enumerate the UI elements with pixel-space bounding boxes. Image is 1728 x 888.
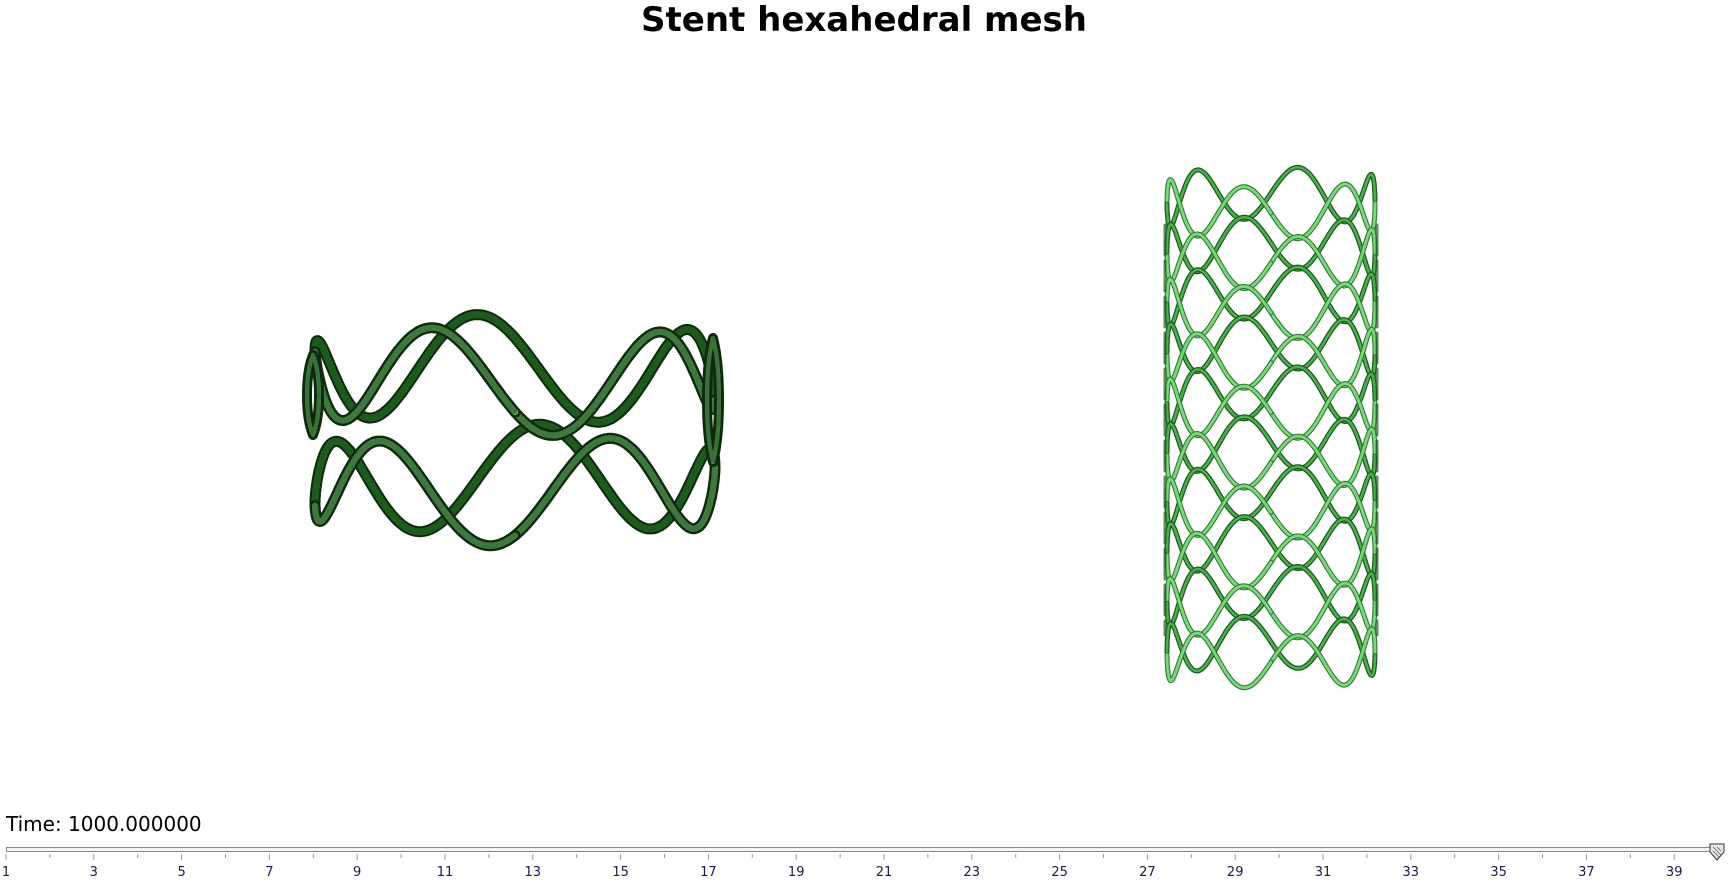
timeline-tick-label: 9 [353,865,361,880]
stent-strut-back [1164,613,1378,678]
timeline-tick-label: 37 [1578,865,1595,880]
timeline-tick-label: 5 [177,865,185,880]
timeline-tick-label: 23 [964,865,981,880]
ring-side-loop-mesh [305,353,321,437]
stent-strut-back-fill [1165,315,1377,378]
stent-strut-front-fill [1165,631,1273,690]
timeline-tick-label: 39 [1666,865,1683,880]
timeline-tick-label: 29 [1227,865,1244,880]
ring-strut-mesh [312,438,518,549]
stent-strut-back-fill [1165,615,1377,677]
ring-strut-back-fill [311,311,719,426]
timeline-slider[interactable]: 1 3 5 7 9 11 13 15 17 19 21 23 25 27 29 31 33 35 37 39 [0,840,1728,888]
timeline-tick-label: 35 [1490,865,1507,880]
single-ring-stent-model[interactable] [302,309,724,552]
timeline-tick-label: 21 [876,865,893,880]
page-title: Stent hexahedral mesh [641,0,1087,40]
timeline-tick-label: 11 [437,865,454,880]
timeline-tick-label: 25 [1051,865,1068,880]
timeline-tick-label: 15 [612,865,629,880]
timeline-tick-label: 3 [90,865,98,880]
time-readout: Time: 1000.000000 [6,812,202,836]
stent-strut-back-fill [1165,215,1377,278]
timeline-tick-label: 7 [265,865,273,880]
stent-strut-front-fill [1269,627,1377,687]
timeline-tick-label: 19 [788,865,805,880]
timeline-tick-label: 33 [1403,865,1420,880]
timeline-tick-label: 17 [700,865,717,880]
timeline-ticks: 1 3 5 7 9 11 13 15 17 19 21 23 25 27 29 31 33 35 37 39 [2,854,1719,880]
timeline-tick-label: 1 [2,865,10,880]
stent-strut-back-fill [1165,415,1377,478]
timeline-tick-label: 31 [1315,865,1332,880]
ring-strut-mesh [512,435,718,539]
render-viewport[interactable] [0,50,1728,800]
ring-strut-back-fill [311,420,719,536]
full-stent-model[interactable] [1163,164,1379,691]
timeline-tick-label: 27 [1139,865,1156,880]
timeline-tick-label: 13 [525,865,542,880]
ring-side-loop-mesh [705,336,721,464]
stent-strut-back-fill [1165,515,1377,577]
timeline-handle[interactable] [1709,843,1725,861]
